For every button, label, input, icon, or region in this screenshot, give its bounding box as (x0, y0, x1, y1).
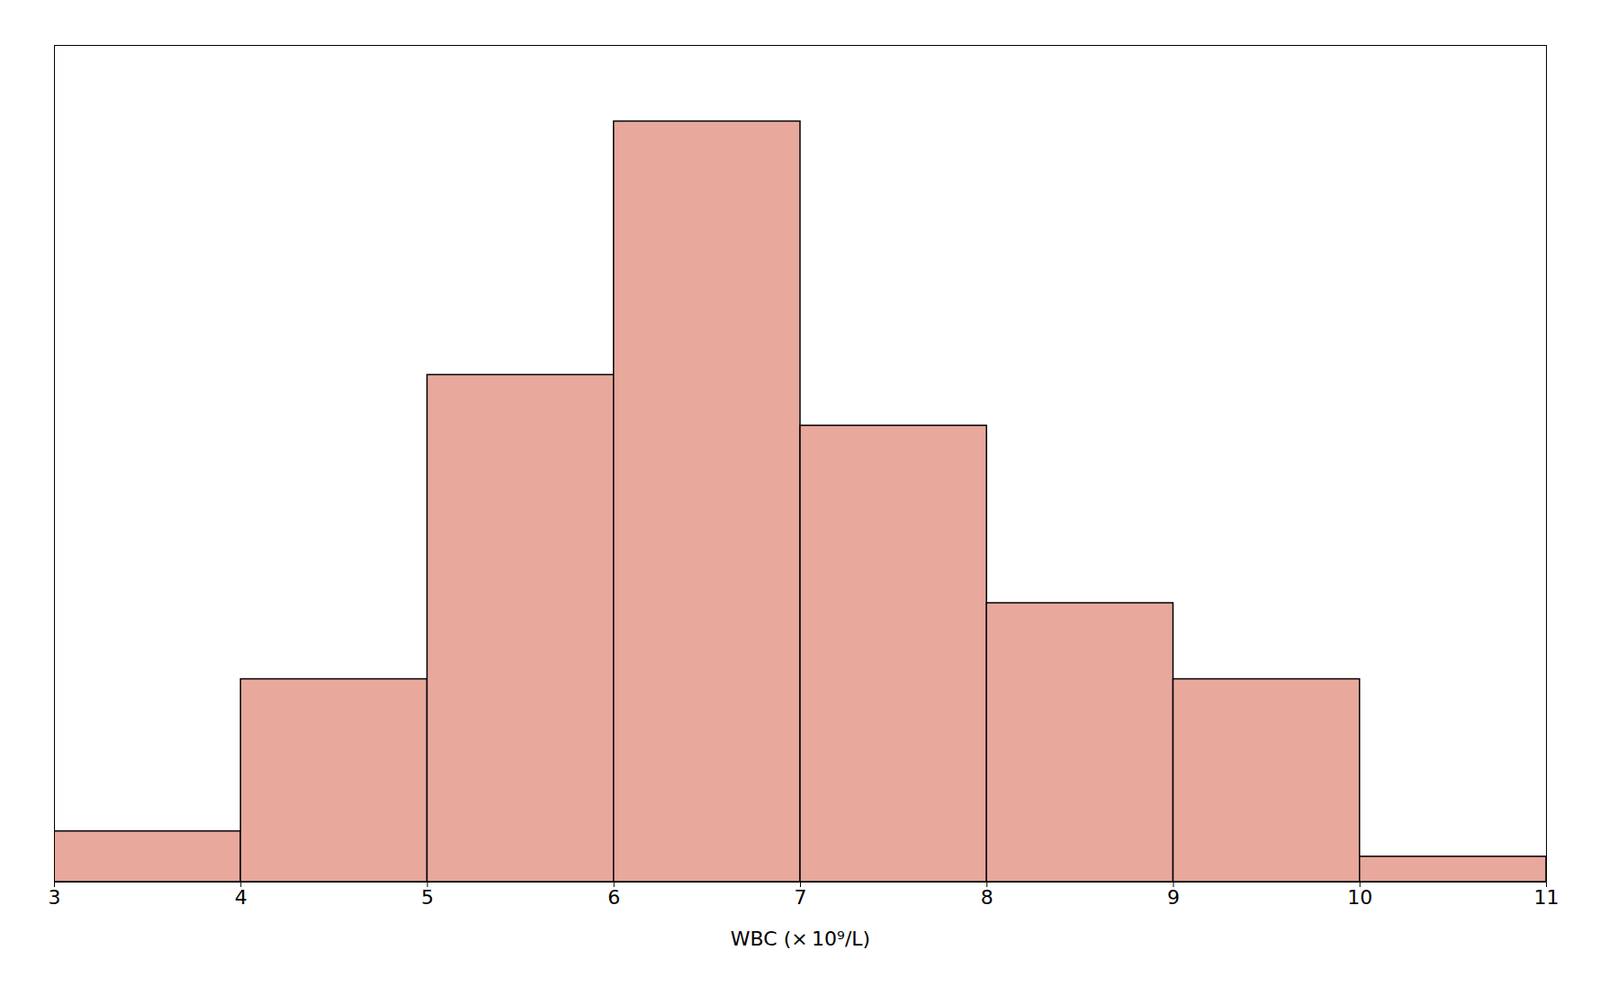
svg-text:8: 8 (980, 886, 994, 909)
svg-text:WBC (× 10⁹/L): WBC (× 10⁹/L) (730, 927, 871, 951)
svg-text:6: 6 (607, 886, 621, 909)
svg-text:4: 4 (234, 886, 248, 909)
svg-text:9: 9 (1167, 886, 1180, 909)
svg-text:10: 10 (1347, 886, 1373, 909)
svg-text:3: 3 (48, 886, 62, 909)
svg-text:7: 7 (794, 886, 808, 909)
svg-text:11: 11 (1534, 886, 1560, 909)
svg-text:5: 5 (421, 886, 434, 909)
